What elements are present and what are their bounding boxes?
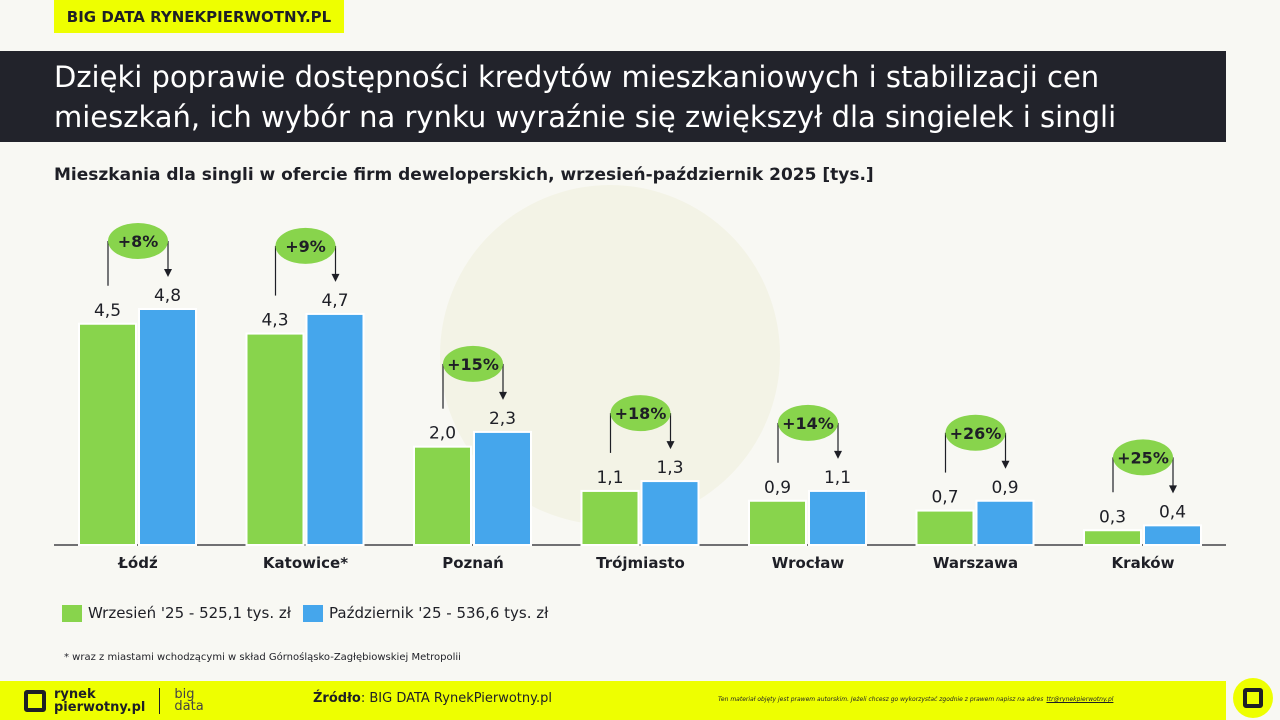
category-label: Łódź bbox=[117, 554, 158, 572]
bar-october bbox=[305, 312, 365, 546]
category-label: Katowice* bbox=[263, 554, 348, 572]
category-label: Trójmiasto bbox=[596, 554, 685, 572]
data-label: 1,1 bbox=[596, 468, 623, 488]
data-label: 2,0 bbox=[429, 424, 456, 444]
brand-tag: BIG DATA RYNEKPIERWOTNY.PL bbox=[54, 0, 344, 33]
change-label: +26% bbox=[950, 424, 1002, 443]
bar-october bbox=[1143, 524, 1202, 546]
legend: Wrzesień '25 - 525,1 tys. zł Październik… bbox=[62, 604, 548, 622]
bar-october bbox=[640, 480, 700, 547]
legend-item-october: Październik '25 - 536,6 tys. zł bbox=[303, 604, 548, 622]
change-bubble bbox=[108, 223, 168, 259]
bar-september bbox=[748, 499, 807, 546]
change-label: +18% bbox=[615, 404, 667, 423]
change-bubble bbox=[1113, 439, 1173, 476]
change-bubble bbox=[778, 404, 838, 441]
change-bubble bbox=[610, 395, 671, 432]
data-label: 0,9 bbox=[764, 478, 791, 498]
bar-october bbox=[138, 308, 197, 546]
data-label: 0,9 bbox=[991, 478, 1018, 498]
legend-item-september: Wrzesień '25 - 525,1 tys. zł bbox=[62, 604, 291, 622]
bigdata-text: data bbox=[174, 699, 204, 714]
logo-badge-icon bbox=[1233, 678, 1273, 718]
change-bubble bbox=[945, 414, 1006, 451]
legend-swatch bbox=[303, 605, 324, 622]
title-line-1: Dzięki poprawie dostępności kredytów mie… bbox=[54, 60, 1100, 94]
data-label: 1,3 bbox=[656, 458, 683, 478]
arrow-down-icon bbox=[1001, 460, 1010, 469]
bar-september bbox=[245, 332, 305, 547]
category-label: Kraków bbox=[1112, 554, 1175, 572]
bar-september bbox=[413, 445, 472, 546]
data-label: 1,1 bbox=[824, 468, 851, 488]
data-label: 4,7 bbox=[321, 291, 348, 311]
logo-icon bbox=[24, 690, 46, 712]
change-label: +25% bbox=[1117, 448, 1169, 467]
footer: rynek pierwotny.pl big data Źródło: BIG DA… bbox=[0, 681, 1226, 720]
data-label: 4,5 bbox=[94, 301, 121, 321]
legend-swatch bbox=[62, 605, 82, 622]
category-label: Wrocław bbox=[772, 554, 845, 572]
data-label: 0,3 bbox=[1099, 507, 1126, 527]
change-bubble bbox=[275, 227, 336, 264]
bar-october bbox=[975, 499, 1035, 546]
data-label: 2,3 bbox=[489, 409, 516, 429]
chart-title: Mieszkania dla singli w ofercie firm dew… bbox=[54, 165, 874, 185]
change-label: +14% bbox=[782, 414, 834, 433]
source: Źródło: BIG DATA RynekPierwotny.pl bbox=[313, 691, 552, 706]
copyright-text: Ten materiał objęty jest prawem autorski… bbox=[718, 696, 1044, 703]
change-label: +9% bbox=[285, 237, 326, 256]
logo-text: pierwotny.pl bbox=[54, 700, 146, 715]
arrow-down-icon bbox=[164, 269, 172, 277]
bar-september bbox=[580, 489, 640, 546]
bar-september bbox=[915, 509, 975, 547]
title-line-2: mieszkań, ich wybór na rynku wyraźnie si… bbox=[54, 100, 1117, 134]
copyright: Ten materiał objęty jest prawem autorski… bbox=[718, 696, 1113, 703]
data-label: 4,8 bbox=[154, 286, 181, 306]
change-label: +15% bbox=[447, 355, 499, 374]
rynekpierwotny-logo: rynek pierwotny.pl big data bbox=[24, 688, 204, 714]
category-label: Poznań bbox=[442, 554, 504, 572]
bar-october bbox=[473, 430, 532, 546]
data-label: 4,3 bbox=[261, 311, 288, 331]
source-label: Źródło bbox=[313, 691, 361, 706]
bar-chart: 4,5 4,8 Łódź +8% 4,3 4,7 Katowice* +9% 2,0 2,3 Poz… bbox=[54, 223, 1226, 572]
data-label: 0,4 bbox=[1159, 502, 1186, 522]
page-title: Dzięki poprawie dostępności kredytów mie… bbox=[0, 51, 1226, 142]
bar-september bbox=[78, 322, 137, 546]
legend-label: Październik '25 - 536,6 tys. zł bbox=[329, 604, 549, 622]
arrow-down-icon bbox=[331, 273, 340, 282]
logo-text: rynek bbox=[54, 687, 96, 702]
change-label: +8% bbox=[118, 232, 159, 251]
bar-september bbox=[1083, 529, 1142, 546]
bigdata-text: big bbox=[174, 687, 195, 702]
arrow-down-icon bbox=[1169, 485, 1177, 494]
arrow-down-icon bbox=[499, 391, 507, 400]
source-text: : BIG DATA RynekPierwotny.pl bbox=[360, 691, 552, 706]
arrow-down-icon bbox=[666, 441, 675, 450]
change-bubble bbox=[443, 345, 503, 382]
legend-label: Wrzesień '25 - 525,1 tys. zł bbox=[88, 604, 292, 622]
data-label: 0,7 bbox=[931, 488, 958, 508]
email-link[interactable]: ttr@rynekpierwotny.pl bbox=[1046, 696, 1114, 703]
arrow-down-icon bbox=[834, 450, 842, 459]
bar-october bbox=[808, 489, 867, 546]
footnote: * wraz z miastami wchodzącymi w skład Gó… bbox=[64, 652, 461, 663]
category-label: Warszawa bbox=[933, 554, 1018, 572]
